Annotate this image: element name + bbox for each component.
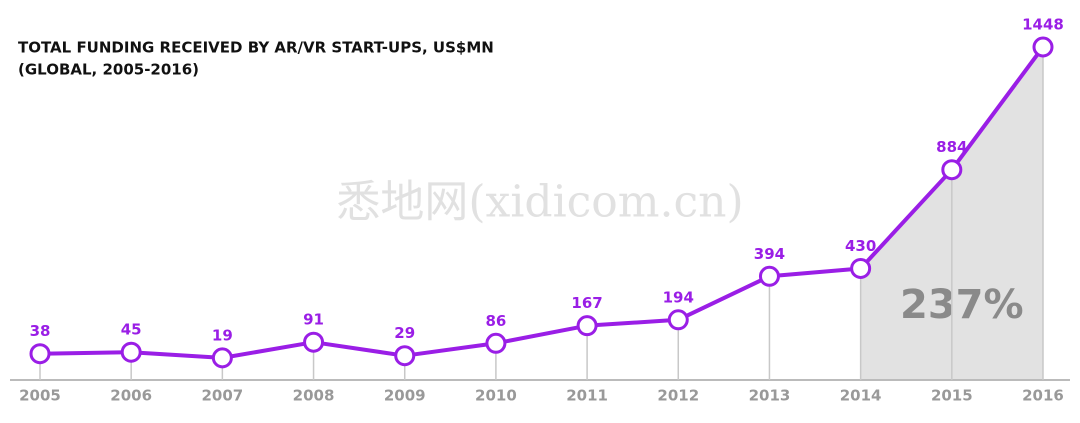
annotation: 237% (900, 282, 1024, 328)
point (394, 345, 416, 367)
point (211, 347, 233, 369)
x-tick-label: 2011 (566, 387, 608, 405)
x-tick-label: 2007 (201, 387, 243, 405)
data-label: 1448 (1022, 16, 1064, 34)
point (303, 331, 325, 353)
point (29, 343, 51, 365)
x-tick-label: 2010 (475, 387, 517, 405)
chart-title: TOTAL FUNDING RECEIVED BY AR/VR START-UP… (18, 39, 494, 57)
x-tick-label: 2012 (657, 387, 699, 405)
point (576, 315, 598, 337)
point (758, 265, 780, 287)
point (485, 332, 507, 354)
chart-subtitle: (GLOBAL, 2005-2016) (18, 61, 199, 79)
point (1032, 36, 1054, 58)
x-tick-label: 2015 (931, 387, 973, 405)
point (120, 341, 142, 363)
x-tick-label: 2006 (110, 387, 152, 405)
point (667, 309, 689, 331)
data-label: 19 (212, 326, 233, 344)
data-label: 45 (121, 321, 142, 339)
data-label: 394 (754, 245, 785, 263)
data-label: 430 (845, 237, 876, 255)
data-label: 884 (936, 138, 967, 156)
data-label: 91 (303, 311, 324, 329)
point (941, 159, 963, 181)
x-tick-label: 2013 (749, 387, 791, 405)
x-tick-label: 2005 (19, 387, 61, 405)
data-label: 167 (571, 294, 602, 312)
x-tick-label: 2009 (384, 387, 426, 405)
x-tick-label: 2008 (293, 387, 335, 405)
x-tick-label: 2016 (1022, 387, 1064, 405)
x-tick-label: 2014 (840, 387, 882, 405)
point (850, 257, 872, 279)
line (39, 45, 1045, 360)
data-label: 86 (485, 312, 506, 330)
data-label: 194 (663, 288, 694, 306)
data-label: 29 (394, 324, 415, 342)
watermark: 悉地网(xidicom.cn) (336, 177, 743, 228)
data-label: 38 (30, 322, 51, 340)
